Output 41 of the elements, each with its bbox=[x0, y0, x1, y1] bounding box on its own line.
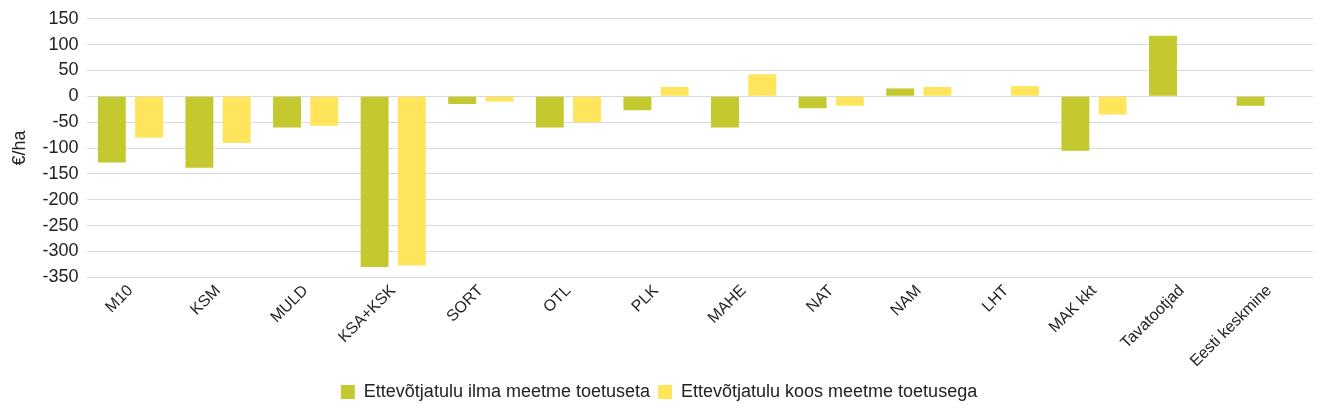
bar bbox=[360, 96, 389, 267]
bar bbox=[273, 96, 301, 128]
y-tick-label: -200 bbox=[42, 188, 79, 209]
bar bbox=[448, 96, 477, 105]
y-tick-label: 100 bbox=[48, 33, 79, 54]
bar bbox=[748, 74, 777, 96]
legend-label: Ettevõtjatulu koos meetme toetusega bbox=[680, 380, 979, 401]
y-tick-label: -100 bbox=[42, 137, 79, 158]
x-tick-label: M10 bbox=[101, 281, 136, 316]
bar bbox=[835, 96, 864, 106]
bar bbox=[660, 87, 689, 96]
bar bbox=[623, 96, 652, 111]
bar bbox=[923, 87, 952, 96]
y-tick-label: -150 bbox=[42, 162, 79, 183]
y-tick-label: -300 bbox=[42, 240, 79, 261]
bar bbox=[1061, 96, 1090, 151]
y-tick-label: 150 bbox=[48, 7, 79, 28]
y-axis-title: €/ha bbox=[8, 129, 29, 166]
y-tick-label: -350 bbox=[42, 266, 79, 287]
bar bbox=[1011, 86, 1039, 96]
bar bbox=[135, 96, 163, 138]
legend-label: Ettevõtjatulu ilma meetme toetuseta bbox=[363, 380, 651, 401]
x-tick-label: OTL bbox=[539, 281, 574, 316]
bar bbox=[1149, 35, 1177, 96]
bar bbox=[886, 88, 915, 96]
bar bbox=[185, 96, 214, 168]
bar bbox=[397, 96, 426, 266]
y-tick-label: -250 bbox=[42, 214, 79, 235]
bar bbox=[573, 96, 601, 123]
bar bbox=[310, 96, 339, 126]
bar bbox=[1236, 96, 1265, 106]
y-tick-label: 50 bbox=[58, 59, 79, 80]
bar bbox=[97, 96, 126, 163]
bar bbox=[711, 96, 739, 128]
y-tick-label: 0 bbox=[68, 85, 79, 106]
bar bbox=[535, 96, 564, 128]
bar bbox=[798, 96, 827, 109]
bar bbox=[485, 96, 514, 102]
bar bbox=[222, 96, 251, 143]
bar bbox=[1098, 96, 1127, 115]
y-tick-label: -50 bbox=[52, 111, 79, 132]
